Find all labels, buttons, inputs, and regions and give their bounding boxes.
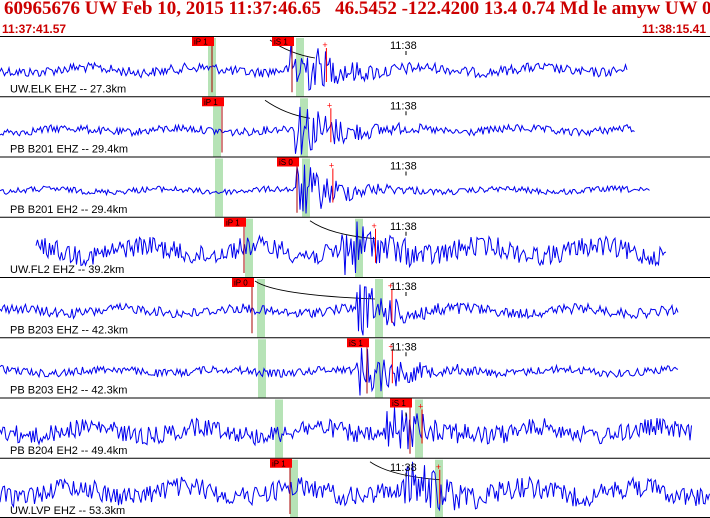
travel-time-curve [369,461,441,481]
minute-tick-label: 11:38 [390,100,417,112]
record-header: 60965676 UW Feb 10, 2015 11:37:46.65 46.… [0,0,710,36]
station-label: PB B203 EH2 -- 42.3km [10,385,127,397]
coda-plus: + [329,161,334,171]
station-label: UW.ELK EHZ -- 27.3km [10,83,126,95]
pick-window-band [290,459,298,518]
pick-label: iS 0 [279,158,293,167]
pick-marker-p[interactable] [202,97,224,107]
pick-label: iP 1 [226,218,240,227]
pick-label: iP 1 [204,98,218,107]
event-title: 60965676 UW Feb 10, 2015 11:37:46.65 46.… [4,0,710,19]
waveform-trace [0,164,650,214]
pick-window-band [275,399,283,458]
pick-label: iS 1 [274,38,288,47]
trace-row-fl2[interactable]: iP 1 +11:38 UW.FL2 EHZ -- 39.2km [0,216,710,277]
trace-row-b203z[interactable]: iP 0 +11:38 PB B203 EHZ -- 42.3km [0,277,710,338]
trace-row-b204e[interactable]: iS 1 + PB B204 EH2 -- 49.4km [0,397,710,458]
station-label: PB B204 EH2 -- 49.4km [10,445,127,457]
waveform-trace [0,42,628,91]
pick-window-band [296,38,304,97]
pick-window-band [435,459,443,518]
waveform-trace [0,284,679,336]
station-label: UW.FL2 EHZ -- 39.2km [10,264,124,276]
coda-plus: + [388,281,393,291]
window-start-time: 11:37:41.57 [2,22,67,36]
pick-label: iS 1 [349,339,363,348]
coda-plus: + [418,402,423,412]
coda-plus: + [327,100,332,110]
pick-marker-p[interactable] [224,217,246,227]
pick-label: iS 1 [392,399,406,408]
coda-plus: + [322,40,327,50]
pick-marker-s[interactable] [272,37,294,46]
pick-marker-s[interactable] [390,398,412,408]
trace-row-b201e[interactable]: iS 0 +11:38 PB B201 EH2 -- 29.4km [0,156,710,217]
pick-window-band [302,158,310,217]
minute-tick-label: 11:38 [390,40,417,52]
pick-window-band [215,158,223,217]
minute-tick-label: 11:38 [390,341,417,353]
station-label: PB B201 EH2 -- 29.4km [10,204,127,216]
waveform-trace [0,407,692,450]
waveform-trace [35,221,667,276]
pick-label: iP 0 [234,279,248,288]
window-end-time: 11:38:15.41 [641,22,706,36]
pick-label: iP 1 [272,459,286,468]
station-label: UW.LVP EHZ -- 53.3km [10,505,125,517]
trace-row-b201z[interactable]: iP 1 +11:38 PB B201 EHZ -- 29.4km [0,96,710,157]
coda-plus: + [436,462,441,472]
waveform-trace [0,461,710,512]
trace-row-elk[interactable]: iP 1 iS 1 +11:38 UW.ELK EHZ -- 27.3km [0,36,710,97]
travel-time-curve [264,99,311,119]
trace-row-b203e[interactable]: iS 1 +11:38 PB B203 EH2 -- 42.3km [0,337,710,398]
coda-plus: + [388,341,393,351]
waveform-trace [0,106,635,155]
pick-marker-p[interactable] [232,278,254,287]
pick-label: iP 1 [194,38,208,47]
minute-tick-label: 11:38 [390,161,417,173]
pick-window-band [245,218,253,277]
station-label: PB B201 EHZ -- 29.4km [10,144,128,156]
trace-row-lvp[interactable]: iP 1 +11:38 UW.LVP EHZ -- 53.3km [0,457,710,518]
pick-window-band [258,339,266,398]
pick-marker-s[interactable] [277,157,299,167]
pick-window-band [213,98,221,157]
pick-marker-s[interactable] [347,338,369,348]
travel-time-curve [254,280,376,300]
minute-tick-label: 11:38 [390,281,417,293]
minute-tick-label: 11:38 [390,462,417,474]
seismogram-panel[interactable]: iP 1 iS 1 +11:38 UW.ELK EHZ -- 27.3km iP 1 +1… [0,36,710,518]
minute-tick-label: 11:38 [390,221,417,233]
pick-marker-p[interactable] [270,458,292,468]
coda-plus: + [372,221,377,231]
station-label: PB B203 EHZ -- 42.3km [10,324,128,336]
waveform-trace [0,347,679,396]
pick-window-band [375,339,383,398]
pick-window-band [257,279,265,338]
pick-marker-p[interactable] [192,37,214,46]
